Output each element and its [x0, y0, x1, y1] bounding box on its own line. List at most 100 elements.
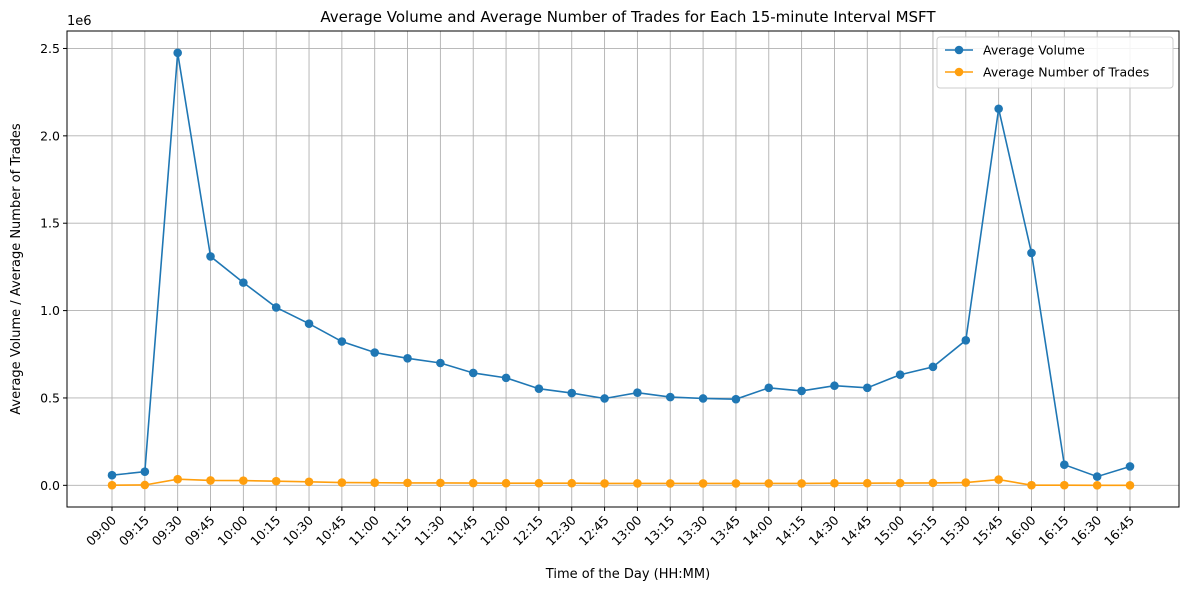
series-1-point — [1060, 480, 1069, 490]
legend-label: Average Number of Trades — [983, 65, 1149, 80]
x-tick-label: 10:45 — [313, 513, 349, 549]
series-1-point — [928, 478, 938, 488]
x-tick-label: 09:45 — [182, 513, 218, 549]
x-tick-label: 09:00 — [83, 512, 119, 548]
series-1-point — [403, 478, 412, 488]
series-0-point — [304, 319, 314, 328]
x-tick-label: 11:15 — [379, 513, 415, 549]
series-1-point — [830, 478, 839, 488]
legend: Average Volume Average Number of Trades — [936, 36, 1174, 89]
series-1-point — [895, 478, 905, 488]
x-tick-label: 15:00 — [871, 512, 907, 548]
series-1-point — [107, 480, 117, 490]
series-1-point — [501, 478, 511, 488]
series-0-point — [337, 337, 347, 346]
series-1-point — [665, 479, 675, 488]
y-axis-label: Average Volume / Average Number of Trade… — [9, 123, 24, 415]
series-1-point — [206, 476, 215, 485]
x-tick-label: 11:45 — [444, 513, 480, 549]
x-tick-label: 14:00 — [740, 512, 776, 548]
series-0-point — [140, 467, 150, 477]
series-1-point — [633, 479, 642, 488]
y-tick-label: 0.5 — [40, 390, 60, 405]
series-1-point — [567, 478, 577, 488]
series-0-point — [1125, 462, 1135, 471]
series-1-point — [271, 476, 281, 486]
x-tick-label: 15:15 — [904, 513, 940, 549]
x-tick-label: 14:30 — [805, 512, 841, 548]
x-tick-label: 13:15 — [641, 513, 677, 549]
y-tick-label: 1.0 — [40, 303, 60, 318]
x-tick-label: 16:45 — [1101, 513, 1137, 549]
series-1-point — [370, 478, 380, 488]
x-tick-label: 12:00 — [477, 512, 513, 548]
series-0-point — [961, 335, 971, 345]
series-0-point — [501, 373, 511, 383]
series-1-point — [1092, 481, 1102, 490]
series-0-point — [403, 353, 412, 363]
x-tick-label: 10:30 — [280, 512, 316, 548]
y-tick-label: 0.0 — [40, 478, 60, 493]
x-tick-label: 14:15 — [773, 513, 809, 549]
chart-title: Average Volume and Average Number of Tra… — [320, 8, 936, 26]
series-1-point — [1027, 480, 1036, 490]
series-0-point — [830, 381, 839, 391]
legend-label: Average Volume — [983, 43, 1085, 58]
x-tick-label: 16:00 — [1003, 512, 1039, 548]
series-1-point — [239, 476, 248, 485]
legend-swatch-marker — [954, 67, 964, 77]
x-tick-label: 10:00 — [214, 512, 250, 548]
series-0-point — [928, 362, 938, 372]
series-0-point — [534, 384, 544, 393]
series-0-point — [1027, 248, 1036, 258]
series-0-point — [1060, 460, 1069, 470]
series-1-point — [797, 479, 806, 488]
series-1-point — [961, 478, 971, 487]
x-tick-label: 11:30 — [411, 512, 447, 548]
series-0-point — [862, 383, 872, 393]
series-0-point — [797, 386, 806, 396]
x-tick-label: 10:15 — [247, 513, 283, 549]
x-tick-label: 09:15 — [116, 513, 152, 549]
series-1-point — [764, 479, 774, 488]
x-tick-label: 16:15 — [1035, 513, 1071, 549]
series-0-point — [665, 392, 675, 402]
x-tick-label: 13:00 — [608, 512, 644, 548]
series-0-point — [206, 252, 215, 261]
x-tick-label: 13:30 — [674, 512, 710, 548]
series-0-point — [567, 388, 577, 398]
x-tick-label: 16:30 — [1068, 512, 1104, 548]
y-tick-label: 2.5 — [40, 41, 60, 56]
series-1-point — [337, 478, 347, 487]
series-0-point — [731, 394, 741, 404]
series-1-point — [1125, 481, 1135, 490]
x-tick-label: 12:30 — [543, 512, 579, 548]
series-line-1 — [111, 478, 1130, 487]
series-1-point — [600, 479, 609, 488]
series-1-point — [862, 478, 872, 488]
series-line-0 — [111, 52, 1131, 478]
series-0-point — [1092, 472, 1102, 481]
series-0-point — [600, 394, 609, 403]
series-1-point — [436, 478, 445, 488]
series-0-point — [698, 394, 708, 403]
series-1-point — [698, 479, 708, 488]
y-offset-label: 1e6 — [67, 14, 92, 29]
series-1-point — [534, 478, 544, 488]
y-tick-label: 2.0 — [40, 128, 60, 143]
series-0-point — [633, 388, 642, 398]
x-tick-label: 09:30 — [149, 512, 185, 548]
x-tick-label: 12:15 — [510, 513, 546, 549]
series-0-point — [764, 383, 774, 393]
series-0-point — [370, 348, 380, 357]
legend-swatch-marker — [954, 45, 964, 55]
series-0-point — [895, 370, 905, 380]
series-1-point — [994, 475, 1003, 484]
x-tick-label: 11:00 — [346, 512, 382, 548]
series-0-point — [173, 48, 182, 58]
series-0-point — [436, 358, 445, 368]
series-0-point — [468, 368, 478, 378]
x-tick-label: 12:45 — [576, 513, 612, 549]
series-0-point — [271, 303, 281, 312]
